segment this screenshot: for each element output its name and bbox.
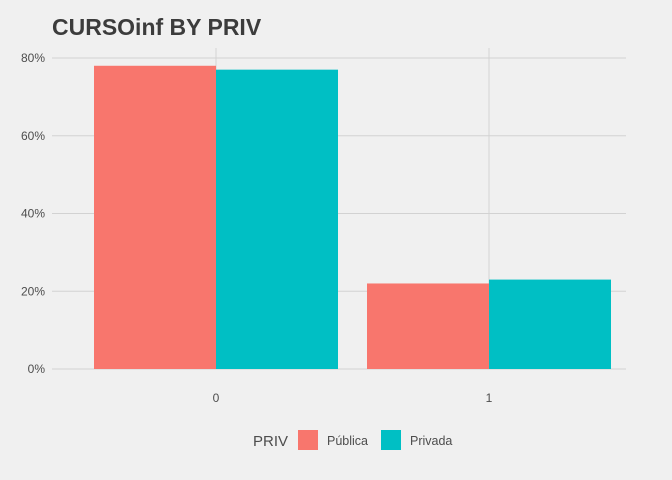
y-tick-label: 80%	[21, 51, 45, 65]
chart-title: CURSOinf BY PRIV	[52, 14, 262, 40]
legend-label: Privada	[410, 434, 452, 448]
y-tick-label: 60%	[21, 129, 45, 143]
legend-label: Pública	[327, 434, 368, 448]
y-tick-label: 20%	[21, 284, 45, 298]
bar-pública-0	[94, 65, 216, 370]
bars	[94, 65, 611, 370]
axes: 0% 20% 40% 60% 80% 0 1	[21, 51, 493, 405]
y-tick-label: 0%	[28, 362, 46, 376]
y-tick-label: 40%	[21, 207, 45, 221]
legend: PRIV Pública Privada	[253, 430, 452, 450]
legend-title: PRIV	[253, 433, 288, 450]
bar-privada-0	[216, 69, 338, 369]
x-tick-label: 0	[213, 391, 220, 405]
legend-key-privada	[381, 430, 401, 450]
x-tick-label: 1	[486, 391, 493, 405]
bar-pública-1	[367, 283, 489, 369]
bar-privada-1	[489, 279, 611, 369]
legend-key-pública	[298, 430, 318, 450]
